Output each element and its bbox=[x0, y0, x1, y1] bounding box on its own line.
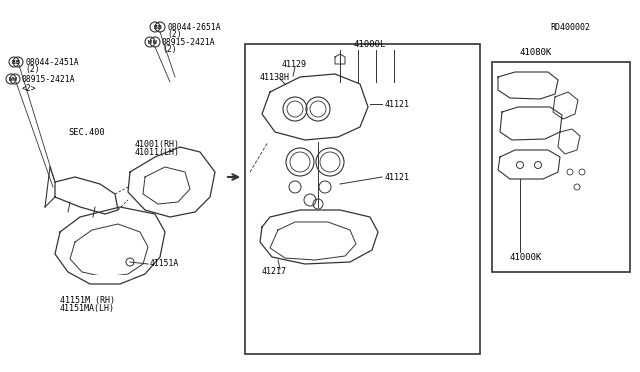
Text: W: W bbox=[13, 77, 17, 81]
Text: SEC.400: SEC.400 bbox=[68, 128, 105, 137]
Text: 41080K: 41080K bbox=[520, 48, 552, 57]
Text: 41129: 41129 bbox=[282, 60, 307, 68]
Bar bbox=[245, 44, 480, 354]
Text: 41217: 41217 bbox=[262, 267, 287, 276]
Text: 41151MA(LH): 41151MA(LH) bbox=[60, 305, 115, 314]
Text: 41000L: 41000L bbox=[354, 39, 386, 48]
Text: B: B bbox=[153, 25, 157, 29]
Text: B: B bbox=[16, 60, 20, 64]
Text: 41151M (RH): 41151M (RH) bbox=[60, 295, 115, 305]
Text: 41121: 41121 bbox=[385, 99, 410, 109]
Text: 08044-2451A: 08044-2451A bbox=[25, 58, 79, 67]
Text: 08915-2421A: 08915-2421A bbox=[162, 38, 216, 46]
Text: 41000K: 41000K bbox=[510, 253, 542, 262]
Text: 41121: 41121 bbox=[385, 173, 410, 182]
Text: 41138H: 41138H bbox=[260, 73, 290, 81]
Text: 08915-2421A: 08915-2421A bbox=[22, 74, 76, 83]
Text: 41151A: 41151A bbox=[150, 260, 179, 269]
Text: W: W bbox=[153, 39, 157, 45]
Bar bbox=[492, 62, 630, 272]
Text: <2>: <2> bbox=[22, 83, 36, 93]
Text: B: B bbox=[158, 25, 162, 29]
Text: 41011(LH): 41011(LH) bbox=[135, 148, 180, 157]
Text: 41001(RH): 41001(RH) bbox=[135, 140, 180, 148]
Text: W: W bbox=[148, 39, 152, 45]
Text: RD400002: RD400002 bbox=[550, 22, 590, 32]
Text: (2): (2) bbox=[167, 29, 182, 38]
Text: W: W bbox=[9, 77, 13, 81]
Text: B: B bbox=[12, 60, 16, 64]
Text: (2): (2) bbox=[25, 64, 40, 74]
Text: 08044-2651A: 08044-2651A bbox=[167, 22, 221, 32]
Text: (2): (2) bbox=[162, 45, 177, 54]
